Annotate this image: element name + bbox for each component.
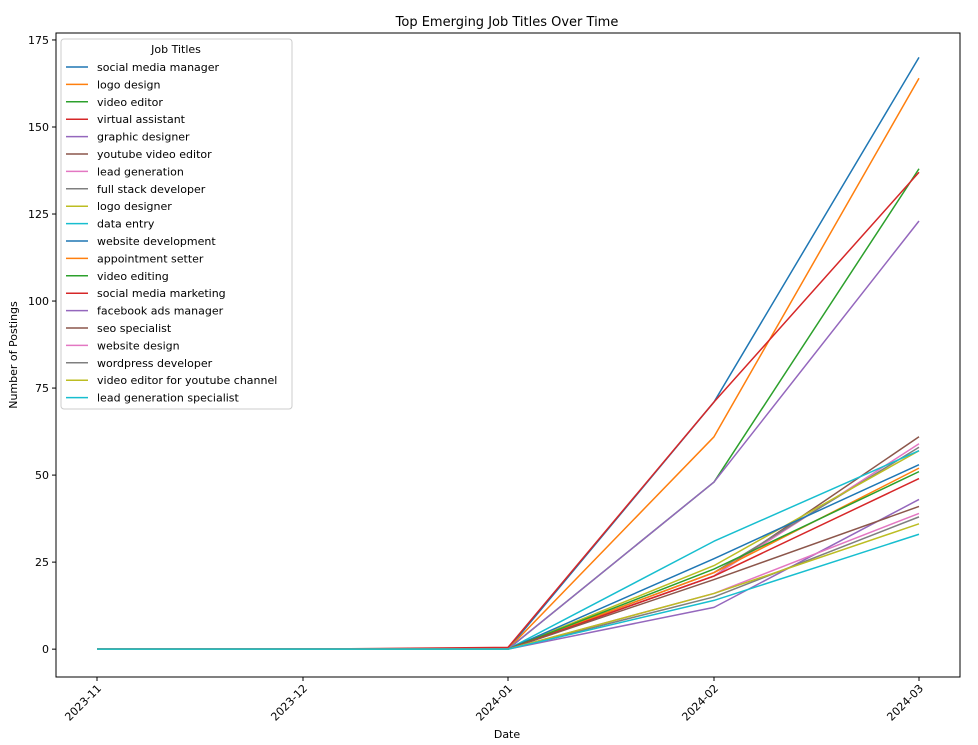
y-axis-label: Number of Postings <box>7 301 20 409</box>
legend-label: logo designer <box>97 200 172 213</box>
y-tick-label: 75 <box>35 382 49 395</box>
legend: Job Titles social media manager logo desi… <box>60 38 293 410</box>
series-line <box>97 470 920 650</box>
legend-label: full stack developer <box>97 183 206 196</box>
x-tick-label: 2024-01 <box>473 682 515 724</box>
legend-label: video editor <box>97 96 163 109</box>
series-line <box>97 523 920 650</box>
legend-label: video editor for youtube channel <box>97 374 277 387</box>
series-line <box>97 463 920 650</box>
legend-label: virtual assistant <box>97 113 186 126</box>
series-line <box>97 467 920 650</box>
series-line <box>97 512 920 650</box>
y-tick-label: 150 <box>28 121 49 134</box>
legend-label: appointment setter <box>97 252 204 265</box>
y-tick-label: 175 <box>28 34 49 47</box>
legend-label: lead generation specialist <box>97 392 240 405</box>
y-tick-label: 125 <box>28 208 49 221</box>
chart-title: Top Emerging Job Titles Over Time <box>395 15 619 30</box>
y-tick-label: 0 <box>42 643 49 656</box>
x-tick-label: 2023-12 <box>268 682 310 724</box>
legend-label: graphic designer <box>97 131 190 144</box>
legend-label: website design <box>97 339 180 352</box>
series-line <box>97 533 920 650</box>
legend-label: video editing <box>97 270 169 283</box>
legend-label: website development <box>97 235 216 248</box>
x-axis: 2023-11 2023-12 2024-01 2024-02 2024-03 <box>62 677 926 724</box>
legend-label: logo design <box>97 78 161 91</box>
series-line <box>97 436 920 650</box>
legend-label: facebook ads manager <box>97 305 224 318</box>
series-line <box>97 443 920 650</box>
y-tick-label: 25 <box>35 556 49 569</box>
legend-label: seo specialist <box>97 322 172 335</box>
legend-label: youtube video editor <box>97 148 212 161</box>
legend-label: data entry <box>97 218 155 231</box>
series-lines <box>97 56 920 650</box>
legend-label: lead generation <box>97 165 184 178</box>
series-line <box>97 446 920 650</box>
legend-box <box>60 38 293 410</box>
x-tick-label: 2023-11 <box>62 682 104 724</box>
y-tick-label: 100 <box>28 295 49 308</box>
x-tick-label: 2024-03 <box>884 682 926 724</box>
legend-title: Job Titles <box>150 43 201 56</box>
series-line <box>97 505 920 650</box>
legend-label: social media marketing <box>97 287 226 300</box>
legend-items: social media manager logo design video edi… <box>66 61 277 405</box>
x-tick-label: 2024-02 <box>679 682 721 724</box>
legend-label: social media manager <box>97 61 220 74</box>
y-axis: 0 25 50 75 100 125 150 175 <box>28 34 56 656</box>
legend-label: wordpress developer <box>97 357 213 370</box>
y-tick-label: 50 <box>35 469 49 482</box>
x-axis-label: Date <box>494 728 521 741</box>
